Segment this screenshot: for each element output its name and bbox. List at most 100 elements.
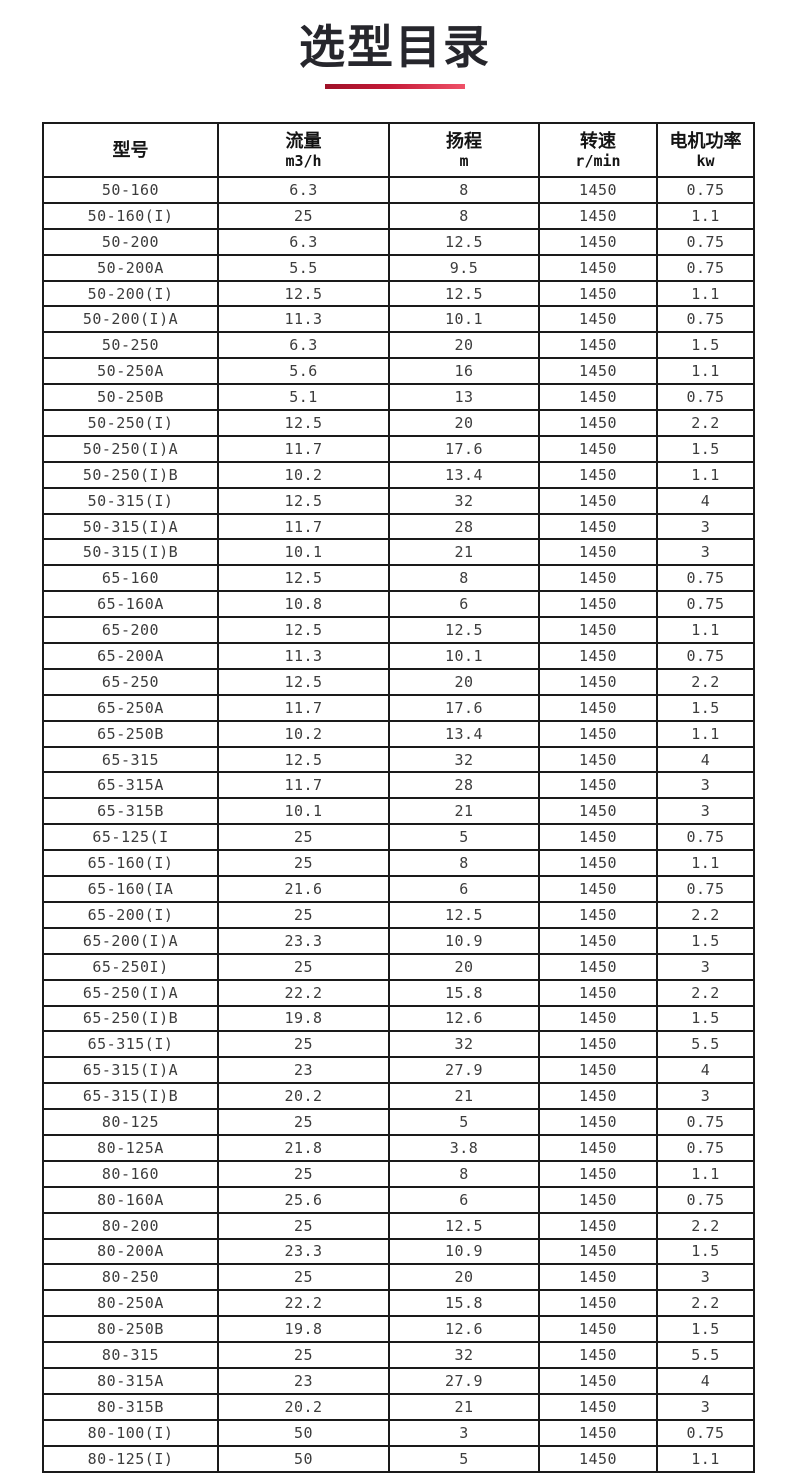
column-label: 流量: [285, 130, 322, 151]
cell-flow: 25.6: [217, 1185, 390, 1214]
cell-flow: 25: [217, 1211, 390, 1240]
table-row: 50-200A 5.5 9.5 1450 0.75: [42, 253, 755, 282]
cell-speed: 1450: [538, 1211, 658, 1240]
cell-head: 10.1: [388, 642, 540, 670]
cell-speed: 1450: [538, 357, 658, 386]
cell-model: 65-315(I)B: [42, 1082, 219, 1111]
cell-head: 21: [388, 1392, 540, 1421]
cell-power: 5.5: [656, 1341, 755, 1369]
cell-speed: 1450: [538, 201, 658, 230]
cell-power: 1.1: [656, 201, 755, 230]
table-row: 80-315A 23 27.9 1450 4: [42, 1366, 755, 1395]
cell-model: 65-250I): [42, 952, 219, 981]
cell-head: 6: [388, 590, 540, 619]
cell-power: 1.5: [656, 693, 755, 722]
cell-speed: 1450: [538, 1444, 658, 1473]
cell-head: 32: [388, 745, 540, 774]
cell-speed: 1450: [538, 1366, 658, 1395]
cell-flow: 11.3: [217, 305, 390, 334]
cell-model: 80-100(I): [42, 1418, 219, 1447]
cell-head: 9.5: [388, 253, 540, 282]
table-row: 80-315B 20.2 21 1450 3: [42, 1392, 755, 1421]
cell-head: 6: [388, 1185, 540, 1214]
cell-power: 0.75: [656, 564, 755, 593]
table-row: 80-160A 25.6 6 1450 0.75: [42, 1185, 755, 1214]
column-label: 扬程: [446, 130, 482, 151]
cell-head: 12.6: [388, 1004, 540, 1033]
cell-head: 10.1: [388, 305, 540, 334]
cell-power: 4: [656, 745, 755, 774]
cell-power: 1.1: [656, 616, 755, 645]
table-row: 50-200 6.3 12.5 1450 0.75: [42, 227, 755, 256]
table-row: 80-200 25 12.5 1450 2.2: [42, 1211, 755, 1240]
cell-model: 65-315(I): [42, 1030, 219, 1059]
cell-flow: 5.5: [217, 253, 390, 282]
cell-head: 17.6: [388, 434, 540, 463]
cell-power: 0.75: [656, 1133, 755, 1162]
cell-power: 1.1: [656, 719, 755, 748]
cell-power: 0.75: [656, 590, 755, 619]
cell-flow: 19.8: [217, 1004, 390, 1033]
table-row: 50-250(I) 12.5 20 1450 2.2: [42, 409, 755, 437]
cell-speed: 1450: [538, 227, 658, 256]
cell-flow: 22.2: [217, 1289, 390, 1318]
cell-power: 0.75: [656, 305, 755, 334]
cell-speed: 1450: [538, 331, 658, 360]
cell-model: 80-315A: [42, 1366, 219, 1395]
column-header-power: 电机功率 kw: [656, 122, 755, 178]
cell-flow: 5.1: [217, 383, 390, 412]
table-row: 50-250(I)B 10.2 13.4 1450 1.1: [42, 460, 755, 489]
cell-head: 8: [388, 849, 540, 878]
cell-head: 27.9: [388, 1366, 540, 1395]
cell-model: 80-200: [42, 1211, 219, 1240]
table-row: 50-315(I) 12.5 32 1450 4: [42, 486, 755, 515]
table-row: 65-315 12.5 32 1450 4: [42, 745, 755, 774]
cell-model: 50-315(I)B: [42, 538, 219, 567]
cell-speed: 1450: [538, 642, 658, 670]
cell-power: 1.5: [656, 331, 755, 360]
table-row: 65-160A 10.8 6 1450 0.75: [42, 590, 755, 619]
column-header-flow: 流量 m3/h: [217, 122, 390, 178]
cell-model: 65-250: [42, 667, 219, 696]
cell-power: 0.75: [656, 176, 755, 204]
cell-power: 1.1: [656, 849, 755, 878]
cell-speed: 1450: [538, 1133, 658, 1162]
cell-speed: 1450: [538, 1082, 658, 1111]
cell-flow: 25: [217, 1341, 390, 1369]
cell-power: 0.75: [656, 227, 755, 256]
cell-model: 65-315: [42, 745, 219, 774]
cell-flow: 23.3: [217, 926, 390, 955]
table-row: 80-160 25 8 1450 1.1: [42, 1159, 755, 1188]
cell-head: 28: [388, 512, 540, 541]
table-row: 65-250 12.5 20 1450 2.2: [42, 667, 755, 696]
cell-model: 80-125A: [42, 1133, 219, 1162]
cell-model: 80-315: [42, 1341, 219, 1369]
cell-model: 50-315(I): [42, 486, 219, 515]
cell-head: 8: [388, 564, 540, 593]
cell-flow: 12.5: [217, 564, 390, 593]
cell-model: 50-200(I)A: [42, 305, 219, 334]
cell-model: 80-250B: [42, 1315, 219, 1344]
cell-power: 0.75: [656, 642, 755, 670]
cell-model: 50-200A: [42, 253, 219, 282]
cell-model: 50-250B: [42, 383, 219, 412]
table-row: 65-160(IA 21.6 6 1450 0.75: [42, 875, 755, 903]
cell-speed: 1450: [538, 1418, 658, 1447]
column-header-head: 扬程 m: [388, 122, 540, 178]
cell-speed: 1450: [538, 797, 658, 826]
cell-flow: 10.1: [217, 538, 390, 567]
table-row: 65-250A 11.7 17.6 1450 1.5: [42, 693, 755, 722]
cell-power: 2.2: [656, 900, 755, 929]
column-header-model: 型号: [42, 122, 219, 178]
cell-head: 21: [388, 797, 540, 826]
cell-flow: 25: [217, 952, 390, 981]
table-row: 65-200A 11.3 10.1 1450 0.75: [42, 642, 755, 670]
cell-speed: 1450: [538, 176, 658, 204]
table-row: 80-250 25 20 1450 3: [42, 1263, 755, 1292]
cell-power: 3: [656, 797, 755, 826]
cell-power: 0.75: [656, 383, 755, 412]
cell-flow: 20.2: [217, 1082, 390, 1111]
cell-head: 3: [388, 1418, 540, 1447]
cell-model: 80-200A: [42, 1237, 219, 1266]
table-row: 65-200(I)A 23.3 10.9 1450 1.5: [42, 926, 755, 955]
